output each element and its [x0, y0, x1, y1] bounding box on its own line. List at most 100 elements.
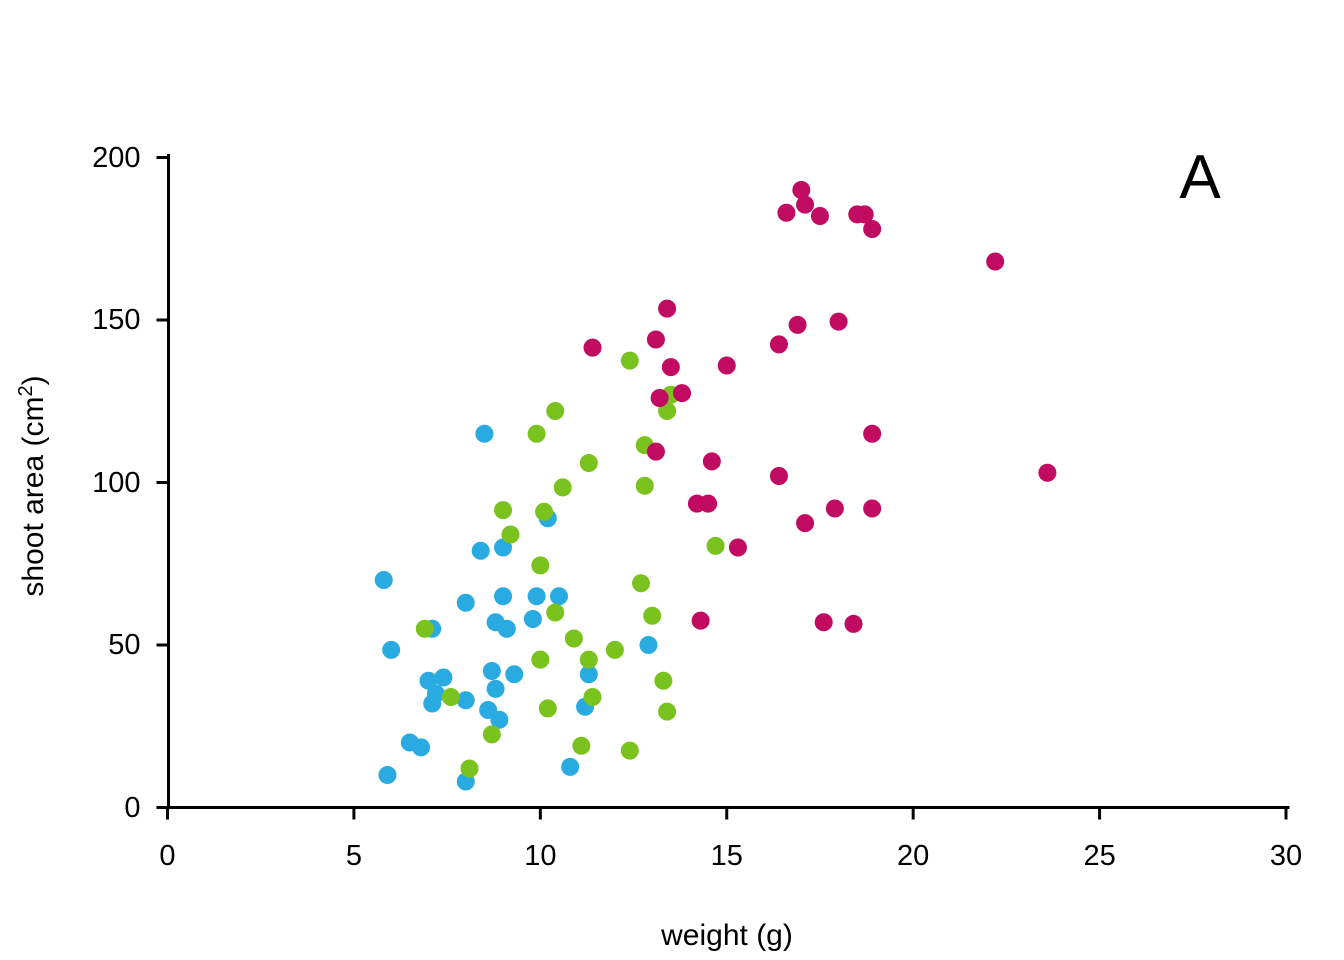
data-point-green-group — [482, 725, 501, 744]
data-point-green-group — [620, 741, 639, 760]
data-point-magenta-group — [646, 330, 665, 349]
data-point-blue-group — [549, 587, 568, 606]
data-point-magenta-group — [673, 384, 692, 403]
data-point-green-group — [527, 424, 546, 443]
data-point-magenta-group — [699, 494, 718, 513]
data-point-magenta-group — [583, 338, 602, 357]
data-point-green-group — [494, 501, 513, 520]
data-point-green-group — [546, 402, 565, 420]
data-point-magenta-group — [691, 611, 710, 630]
data-point-magenta-group — [661, 358, 680, 377]
data-point-green-group — [635, 476, 654, 495]
data-point-blue-group — [374, 571, 393, 589]
data-point-blue-group — [561, 757, 580, 776]
data-point-blue-group — [494, 587, 513, 606]
data-point-green-group — [538, 699, 557, 718]
y-tick-label: 0 — [124, 791, 141, 824]
x-tick-label: 0 — [159, 840, 176, 872]
data-point-magenta-group — [777, 203, 796, 222]
data-point-green-group — [620, 351, 639, 370]
data-point-magenta-group — [825, 499, 844, 518]
data-point-blue-group — [497, 619, 516, 638]
x-tick-label: 5 — [345, 840, 362, 872]
data-point-blue-group — [434, 668, 453, 687]
x-tick-label: 25 — [1083, 840, 1116, 872]
data-point-green-group — [564, 629, 583, 648]
data-point-green-group — [531, 650, 550, 669]
data-point-green-group — [579, 454, 598, 472]
data-point-blue-group — [505, 665, 524, 684]
data-point-green-group — [531, 556, 550, 575]
data-point-blue-group — [527, 587, 546, 606]
data-point-magenta-group — [796, 195, 815, 214]
data-point-green-group — [631, 574, 650, 593]
data-point-green-group — [579, 650, 598, 669]
data-point-magenta-group — [863, 220, 882, 238]
data-point-magenta-group — [796, 514, 815, 533]
data-point-blue-group — [426, 684, 445, 703]
data-point-magenta-group — [717, 356, 736, 375]
data-point-blue-group — [378, 766, 397, 784]
x-tick-label: 10 — [524, 840, 557, 872]
data-point-blue-group — [579, 665, 598, 684]
data-point-magenta-group — [728, 538, 747, 557]
data-point-magenta-group — [829, 312, 848, 331]
data-point-green-group — [535, 502, 554, 521]
data-point-blue-group — [639, 636, 658, 654]
data-point-green-group — [605, 640, 624, 659]
data-point-magenta-group — [646, 442, 665, 461]
data-point-blue-group — [456, 593, 475, 612]
data-point-green-group — [546, 603, 565, 622]
data-point-green-group — [441, 688, 460, 706]
y-tick-label: 150 — [92, 304, 141, 336]
data-point-magenta-group — [855, 205, 874, 224]
data-point-blue-group — [471, 541, 490, 560]
data-point-magenta-group — [863, 424, 882, 443]
x-axis-title: weight (g) — [661, 919, 793, 952]
data-point-blue-group — [475, 424, 494, 443]
data-point-blue-group — [382, 640, 401, 659]
data-point-magenta-group — [863, 499, 882, 518]
data-point-green-group — [583, 688, 602, 706]
panel-annotation: A — [1179, 143, 1221, 212]
data-point-magenta-group — [986, 252, 1005, 271]
x-tick-label: 30 — [1269, 840, 1303, 872]
data-point-green-group — [501, 525, 520, 544]
data-point-magenta-group — [658, 299, 677, 318]
data-point-magenta-group — [769, 467, 788, 485]
data-point-green-group — [643, 606, 662, 625]
data-point-magenta-group — [810, 207, 829, 225]
data-point-green-group — [658, 702, 677, 721]
data-point-green-group — [654, 671, 673, 690]
data-point-green-group — [553, 478, 572, 497]
data-point-magenta-group — [788, 315, 807, 334]
x-tick-label: 20 — [897, 840, 930, 872]
y-axis-title: shoot area (cm2) — [15, 375, 50, 597]
data-point-magenta-group — [814, 613, 833, 632]
x-tick-label: 15 — [710, 840, 743, 872]
data-point-blue-group — [523, 610, 542, 628]
data-point-blue-group — [412, 738, 431, 757]
y-tick-label: 200 — [92, 141, 141, 174]
data-point-green-group — [706, 536, 725, 555]
data-point-magenta-group — [769, 335, 788, 354]
data-point-magenta-group — [844, 614, 863, 633]
data-point-magenta-group — [650, 389, 669, 407]
data-point-blue-group — [490, 710, 509, 729]
data-point-green-group — [572, 736, 591, 755]
y-axis-title-superscript: 2 — [15, 385, 37, 397]
data-point-magenta-group — [1038, 463, 1057, 482]
data-point-green-group — [460, 759, 479, 778]
data-point-magenta-group — [702, 452, 721, 471]
y-axis-title-suffix: ) — [17, 375, 50, 386]
y-tick-label: 100 — [92, 466, 141, 499]
data-point-blue-group — [482, 662, 501, 680]
y-tick-label: 50 — [108, 629, 141, 661]
data-point-green-group — [415, 619, 434, 638]
data-point-magenta-group — [792, 181, 811, 199]
data-point-blue-group — [486, 679, 505, 698]
y-axis-title-text: shoot area (cm — [17, 396, 50, 597]
data-point-blue-group — [456, 691, 475, 710]
